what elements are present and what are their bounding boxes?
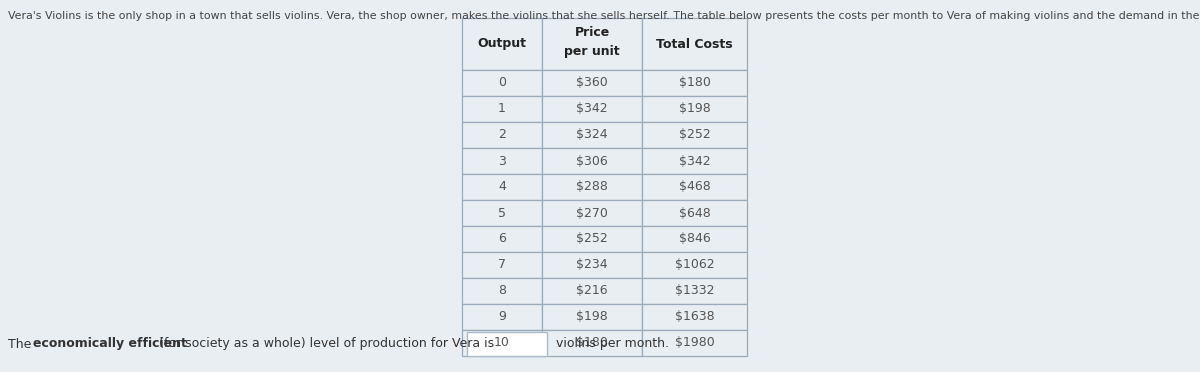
Text: $234: $234 (576, 259, 608, 272)
Text: Total Costs: Total Costs (656, 38, 733, 51)
Text: 7: 7 (498, 259, 506, 272)
Text: Output: Output (478, 38, 527, 51)
Text: 0: 0 (498, 77, 506, 90)
Text: Vera's Violins is the only shop in a town that sells violins. Vera, the shop own: Vera's Violins is the only shop in a tow… (8, 11, 1200, 21)
Text: The: The (8, 337, 35, 350)
Text: 2: 2 (498, 128, 506, 141)
Text: $252: $252 (576, 232, 608, 246)
Text: 5: 5 (498, 206, 506, 219)
Text: $1332: $1332 (674, 285, 714, 298)
Text: $846: $846 (679, 232, 710, 246)
Text: 6: 6 (498, 232, 506, 246)
Text: $360: $360 (576, 77, 608, 90)
Text: $252: $252 (679, 128, 710, 141)
Text: (for society as a whole) level of production for Vera is: (for society as a whole) level of produc… (155, 337, 494, 350)
Text: violins per month.: violins per month. (552, 337, 670, 350)
Text: Price: Price (575, 26, 610, 39)
Text: $468: $468 (679, 180, 710, 193)
Text: $198: $198 (679, 103, 710, 115)
Text: 3: 3 (498, 154, 506, 167)
Text: $342: $342 (576, 103, 608, 115)
Text: $270: $270 (576, 206, 608, 219)
Text: $306: $306 (576, 154, 608, 167)
Text: 4: 4 (498, 180, 506, 193)
Text: 1: 1 (498, 103, 506, 115)
Text: $1980: $1980 (674, 337, 714, 350)
Text: $648: $648 (679, 206, 710, 219)
Text: $216: $216 (576, 285, 608, 298)
Text: $180: $180 (576, 337, 608, 350)
Text: 10: 10 (494, 337, 510, 350)
Text: 8: 8 (498, 285, 506, 298)
Text: $342: $342 (679, 154, 710, 167)
Text: $288: $288 (576, 180, 608, 193)
Text: $180: $180 (678, 77, 710, 90)
Text: $1638: $1638 (674, 311, 714, 324)
Text: $198: $198 (576, 311, 608, 324)
Text: 9: 9 (498, 311, 506, 324)
Text: economically efficient: economically efficient (34, 337, 187, 350)
Text: per unit: per unit (564, 45, 620, 58)
Text: $1062: $1062 (674, 259, 714, 272)
Text: $324: $324 (576, 128, 608, 141)
